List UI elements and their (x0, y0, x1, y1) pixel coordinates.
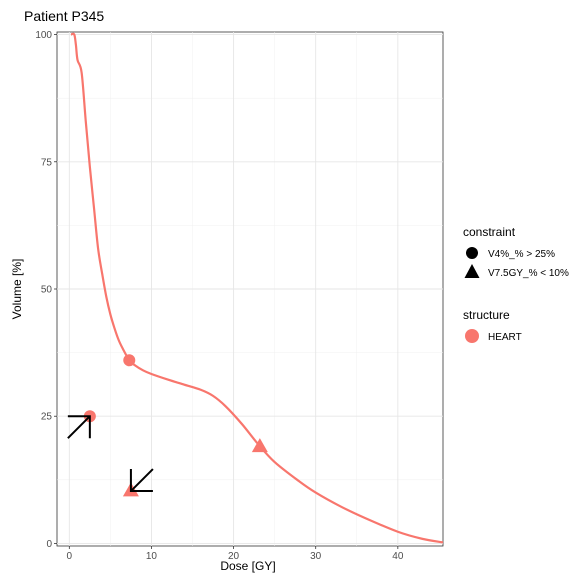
x-tick-label: 20 (228, 551, 240, 562)
arrow-head (67, 415, 91, 439)
chart-title: Patient P345 (24, 8, 104, 24)
y-tick-label: 25 (41, 412, 53, 423)
y-axis-label: Volume [%] (10, 259, 24, 320)
x-tick-label: 30 (310, 551, 322, 562)
arrow-shaft (130, 468, 154, 492)
x-axis-label: Dose [GY] (220, 559, 275, 573)
gridlines (57, 32, 443, 546)
arrow-head (129, 469, 153, 493)
legend-structure-label: HEART (488, 332, 522, 343)
legend-constraint-label-1: V4%_% > 25% (488, 249, 555, 260)
y-tick-label: 50 (41, 285, 53, 296)
x-tick-label: 40 (392, 551, 404, 562)
legend-triangle-key (464, 264, 480, 278)
constraint-marker-circle (123, 354, 136, 367)
legend-structure-title: structure (463, 308, 510, 322)
axis-ticks: 0 10 20 30 40 0 25 50 75 100 (35, 30, 404, 562)
x-tick-label: 0 (67, 551, 73, 562)
constraint-arrow (67, 415, 91, 439)
series-line-heart (70, 32, 444, 544)
legend-constraint-title: constraint (463, 225, 516, 239)
legend-heart-key (465, 329, 479, 343)
y-tick-label: 0 (46, 539, 52, 550)
legend-circle-key (466, 247, 478, 259)
arrow-shaft (67, 415, 91, 439)
constraint-arrow (129, 468, 154, 493)
constraint-arrows (67, 415, 154, 493)
x-tick-label: 10 (146, 551, 158, 562)
constraint-marker-triangle (251, 438, 268, 453)
y-tick-label: 75 (41, 157, 53, 168)
series-layer (70, 32, 444, 544)
y-tick-label: 100 (35, 30, 52, 41)
legend-constraint-label-2: V7.5GY_% < 10% (488, 268, 569, 279)
legend: constraint V4%_% > 25% V7.5GY_% < 10% st… (463, 225, 569, 343)
